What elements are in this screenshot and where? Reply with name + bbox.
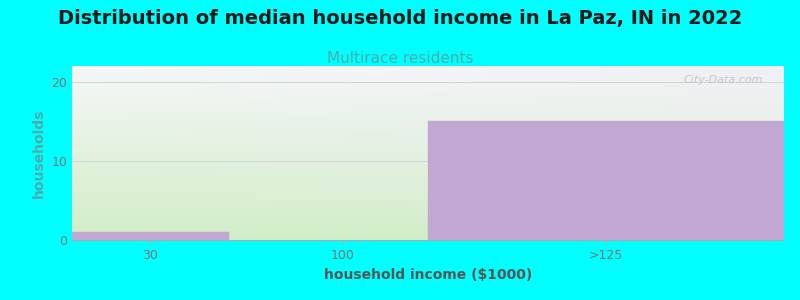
Bar [428,122,784,240]
Text: Multirace residents: Multirace residents [326,51,474,66]
Text: Distribution of median household income in La Paz, IN in 2022: Distribution of median household income … [58,9,742,28]
Bar [72,232,229,240]
Y-axis label: households: households [32,108,46,198]
Text: City-Data.com: City-Data.com [683,75,762,85]
X-axis label: household income ($1000): household income ($1000) [324,268,532,282]
